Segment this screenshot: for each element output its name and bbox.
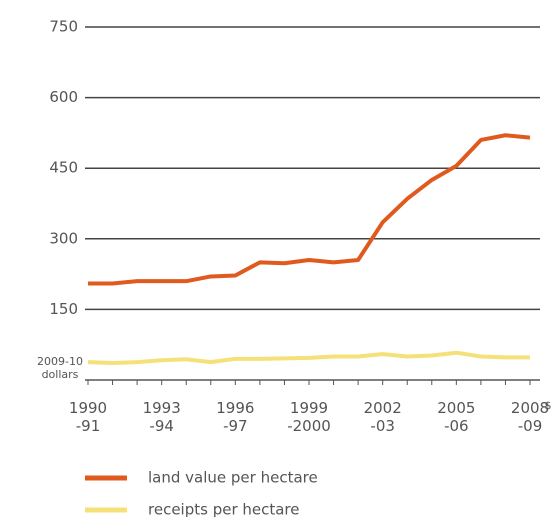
legend-label: land value per hectare bbox=[148, 469, 318, 487]
x-tick-label: 1999 -2000 bbox=[287, 399, 331, 435]
y-tick-label: 750 bbox=[49, 18, 78, 36]
y-tick-label: 600 bbox=[49, 88, 78, 106]
y-tick-label: 150 bbox=[49, 300, 78, 318]
y-tick-label: 450 bbox=[49, 159, 78, 177]
x-tick-label: 2002 -03 bbox=[364, 399, 402, 435]
x-tick-label: 1993 -94 bbox=[143, 399, 181, 435]
x-tick-label: 1990 -91 bbox=[69, 399, 107, 435]
x-tick-label: 2008 -09 bbox=[511, 399, 549, 435]
x-tick-label: 2005 -06 bbox=[437, 399, 475, 435]
x-unit-label: $ bbox=[545, 399, 552, 412]
legend-label: receipts per hectare bbox=[148, 501, 300, 517]
y-unit-label: 2009-10 dollars bbox=[37, 355, 83, 381]
y-tick-label: 300 bbox=[49, 229, 78, 247]
x-tick-label: 1996 -97 bbox=[216, 399, 254, 435]
series-line bbox=[87, 350, 530, 366]
series-line bbox=[88, 133, 531, 286]
